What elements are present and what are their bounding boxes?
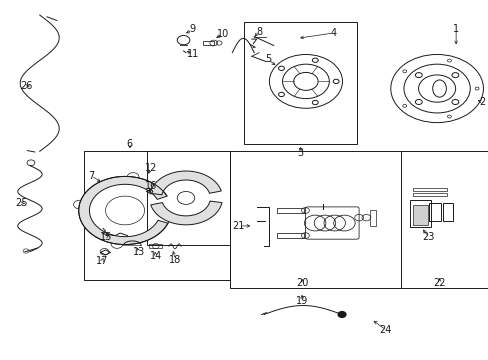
Text: 21: 21 (232, 221, 244, 231)
Text: 23: 23 (422, 232, 434, 242)
Bar (428, 203, 440, 221)
Text: 26: 26 (20, 81, 32, 91)
Text: 9: 9 (189, 24, 196, 35)
Text: 7: 7 (88, 171, 94, 181)
Bar (277, 233, 304, 238)
Text: 20: 20 (295, 278, 307, 288)
Text: 18: 18 (169, 255, 181, 265)
Text: 3: 3 (297, 148, 303, 158)
Bar (229, 151, 488, 288)
Polygon shape (79, 176, 168, 244)
Text: 6: 6 (126, 139, 133, 149)
Text: 4: 4 (330, 28, 336, 38)
Text: 12: 12 (144, 163, 157, 173)
Bar (149, 244, 161, 248)
Bar (443, 203, 452, 221)
Bar (412, 205, 427, 225)
Bar (147, 151, 229, 244)
Text: 19: 19 (295, 296, 307, 306)
Polygon shape (150, 171, 221, 195)
Bar (412, 188, 446, 192)
Text: 16: 16 (144, 181, 157, 192)
Text: 10: 10 (217, 29, 229, 39)
Text: 13: 13 (132, 247, 144, 257)
Bar (277, 208, 304, 213)
Bar (409, 200, 430, 226)
Bar (369, 210, 375, 226)
Text: 15: 15 (100, 232, 112, 242)
Circle shape (337, 312, 345, 318)
Text: 1: 1 (452, 24, 458, 35)
Text: 24: 24 (379, 325, 391, 335)
Bar (83, 151, 229, 280)
Text: 22: 22 (432, 278, 445, 288)
Bar (412, 193, 446, 196)
Text: 11: 11 (186, 49, 199, 59)
Bar (203, 41, 213, 45)
Polygon shape (150, 201, 222, 225)
Text: 25: 25 (15, 198, 27, 208)
Text: 5: 5 (264, 54, 270, 64)
Text: 2: 2 (478, 97, 485, 107)
Text: 8: 8 (256, 27, 262, 36)
Text: 17: 17 (96, 256, 108, 266)
Bar (244, 22, 356, 144)
Text: 14: 14 (149, 251, 162, 261)
